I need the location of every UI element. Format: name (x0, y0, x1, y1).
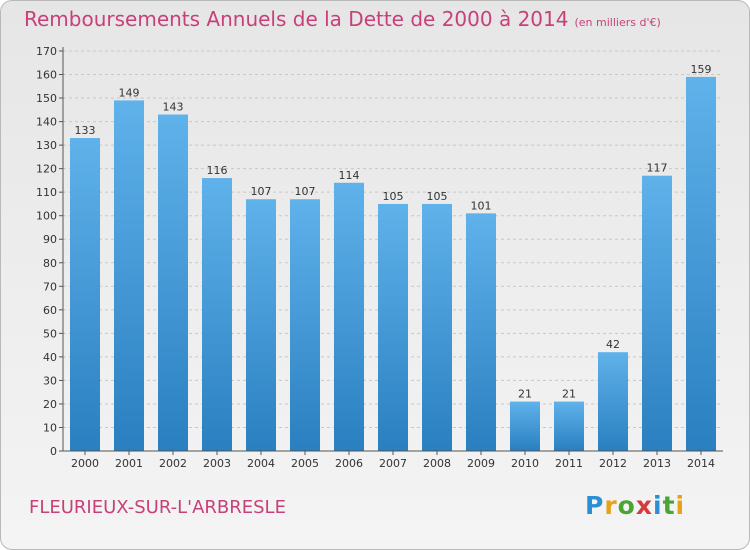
y-tick-label: 90 (43, 233, 57, 246)
bar-2007 (378, 203, 408, 451)
value-label-2000: 133 (75, 124, 96, 137)
y-tick-label: 160 (36, 69, 57, 82)
logo-letter: i (653, 491, 663, 520)
y-tick-label: 40 (43, 351, 57, 364)
city-name: FLEURIEUX-SUR-L'ARBRESLE (29, 497, 286, 518)
y-tick-label: 110 (36, 186, 57, 199)
bar-2011 (554, 401, 584, 451)
logo-letter: o (617, 491, 636, 520)
y-tick-label: 10 (43, 421, 57, 434)
logo-letter: t (662, 491, 676, 520)
x-tick-label: 2012 (599, 457, 627, 470)
y-tick-label: 60 (43, 304, 57, 317)
x-tick-label: 2003 (203, 457, 231, 470)
bar-2012 (598, 352, 628, 451)
y-tick-label: 100 (36, 210, 57, 223)
y-tick-label: 50 (43, 327, 57, 340)
value-label-2014: 159 (691, 63, 712, 76)
bar-2005 (290, 199, 320, 451)
bar-2000 (70, 138, 100, 451)
bar-2014 (686, 76, 716, 451)
chart-title-text: Remboursements Annuels de la Dette de 20… (24, 7, 569, 31)
value-label-2006: 114 (339, 169, 360, 182)
bar-2008 (422, 203, 452, 451)
proxiti-logo: Proxiti (585, 491, 685, 520)
x-tick-label: 2011 (555, 457, 583, 470)
y-tick-label: 140 (36, 116, 57, 129)
y-tick-label: 120 (36, 163, 57, 176)
x-tick-label: 2009 (467, 457, 495, 470)
x-tick-label: 2001 (115, 457, 143, 470)
x-tick-label: 2010 (511, 457, 539, 470)
value-label-2007: 105 (383, 190, 404, 203)
value-label-2013: 117 (647, 162, 668, 175)
bar-2006 (334, 182, 364, 451)
value-label-2004: 107 (251, 185, 272, 198)
x-tick-label: 2002 (159, 457, 187, 470)
x-tick-label: 2005 (291, 457, 319, 470)
y-tick-label: 130 (36, 139, 57, 152)
y-tick-label: 30 (43, 374, 57, 387)
bar-2002 (158, 114, 188, 451)
x-tick-label: 2006 (335, 457, 363, 470)
bar-2013 (642, 175, 672, 452)
value-labels: 133 149 143 116 107 107 114 105 105 101 21 21 42 117 1… (75, 63, 712, 401)
y-tick-labels: 0 10 20 30 40 50 60 70 80 90 100 110 120 130 140 150 160… (36, 45, 57, 458)
logo-letter: i (675, 491, 686, 520)
bar-2001 (114, 100, 144, 451)
y-tick-label: 80 (43, 257, 57, 270)
value-label-2005: 107 (295, 185, 316, 198)
x-tick-labels: 2000 2001 2002 2003 2004 2005 2006 2007 2008 2009… (71, 457, 715, 470)
value-label-2009: 101 (471, 199, 492, 212)
value-label-2012: 42 (606, 338, 620, 351)
x-tick-label: 2004 (247, 457, 275, 470)
value-label-2010: 21 (518, 388, 532, 401)
x-tick-label: 2008 (423, 457, 451, 470)
y-tick-label: 20 (43, 398, 57, 411)
logo-letter: P (585, 491, 605, 520)
chart-unit: (en milliers d'€) (574, 16, 661, 29)
value-label-2002: 143 (163, 101, 184, 114)
y-tick-label: 70 (43, 280, 57, 293)
bars (70, 76, 716, 452)
x-tick-label: 2000 (71, 457, 99, 470)
x-tick-label: 2007 (379, 457, 407, 470)
value-label-2003: 116 (207, 164, 228, 177)
y-tick-label: 0 (50, 445, 57, 458)
y-tick-label: 170 (36, 45, 57, 58)
logo-letter: x (635, 491, 653, 520)
value-label-2008: 105 (427, 190, 448, 203)
bar-2003 (202, 178, 232, 451)
bar-2009 (466, 213, 496, 451)
x-tick-label: 2013 (643, 457, 671, 470)
y-tick-label: 150 (36, 92, 57, 105)
chart-title: Remboursements Annuels de la Dette de 20… (24, 7, 661, 31)
axes (62, 47, 723, 455)
x-tick-label: 2014 (687, 457, 715, 470)
bar-2010 (510, 401, 540, 451)
bar-2004 (246, 199, 276, 451)
value-label-2001: 149 (119, 86, 140, 99)
logo-letter: r (604, 491, 618, 520)
value-label-2011: 21 (562, 388, 576, 401)
